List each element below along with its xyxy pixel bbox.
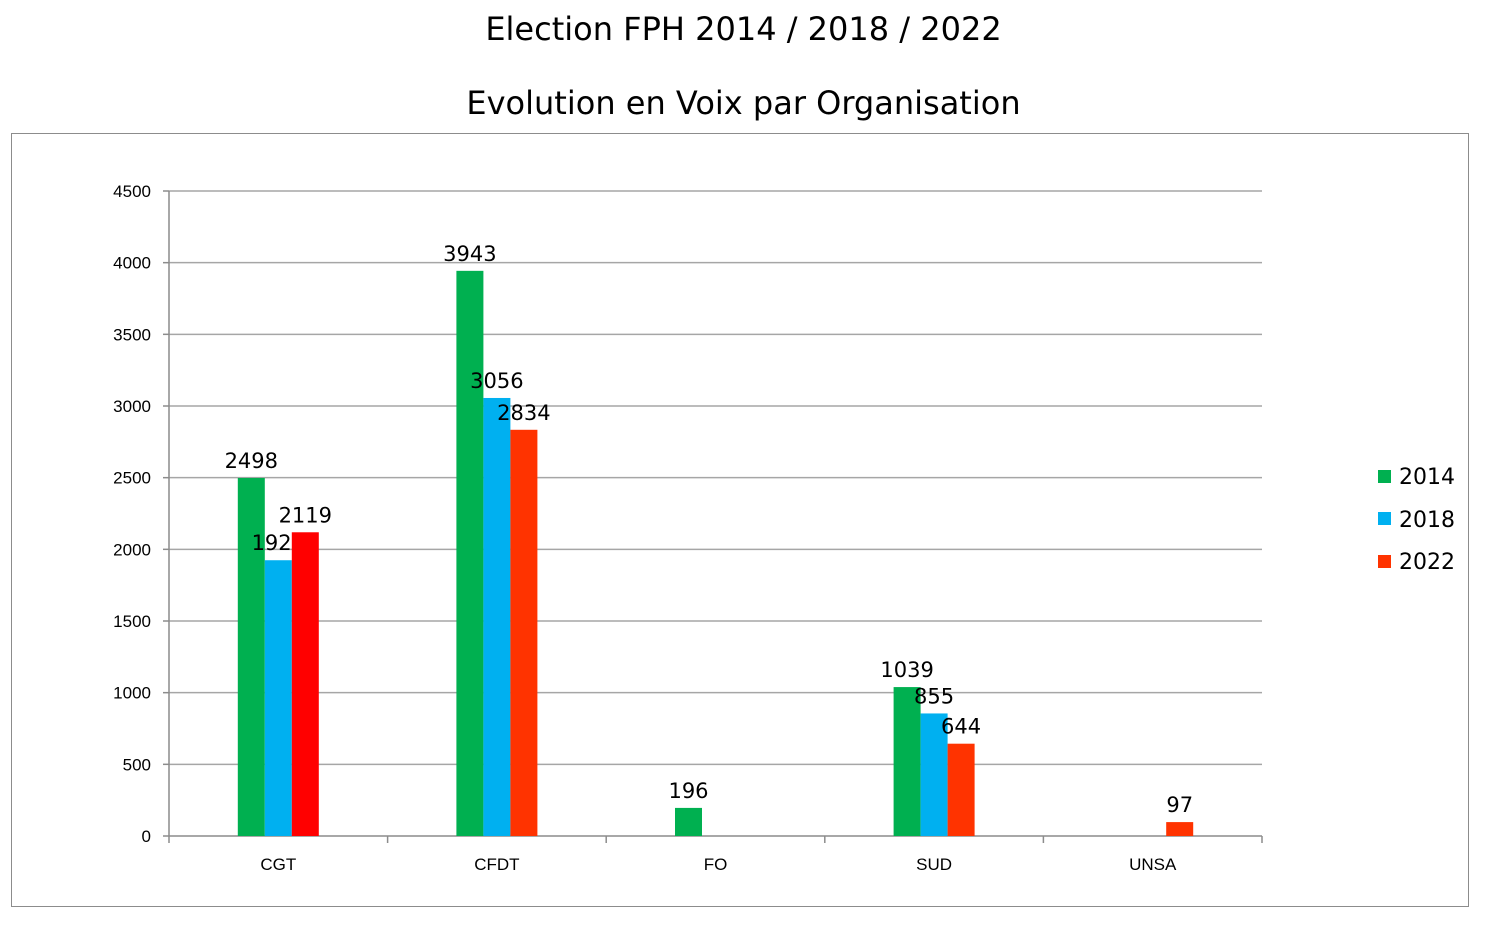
y-tick-label: 4500: [113, 182, 151, 201]
bar-sud-2018: [920, 713, 948, 836]
legend-swatch: [1378, 554, 1391, 568]
bar-cgt-2022: [291, 532, 319, 836]
legend-item-2018: 2018: [1378, 508, 1455, 533]
y-tick-label: 4000: [113, 254, 151, 273]
data-label: 196: [668, 779, 708, 803]
bar-cfdt-2018: [483, 397, 511, 836]
y-tick-label: 0: [142, 827, 151, 846]
bar-fo-2014: [675, 807, 702, 836]
x-tick-label: FO: [704, 855, 728, 874]
y-tick-label: 1000: [113, 684, 151, 703]
data-label: 2834: [497, 401, 550, 425]
legend-label: 2018: [1399, 507, 1455, 533]
bar-cfdt-2022: [510, 429, 538, 836]
legend-item-2022: 2022: [1378, 550, 1455, 575]
bar-sud-2014: [893, 687, 921, 836]
y-tick-label: 2000: [113, 540, 151, 559]
legend-swatch: [1378, 512, 1391, 525]
data-label: 644: [941, 715, 981, 739]
data-label: 2498: [225, 449, 278, 473]
bar-cgt-2018: [264, 560, 292, 836]
data-label: 3056: [470, 369, 523, 393]
y-tick-label: 2500: [113, 469, 151, 488]
y-tick-label: 3500: [113, 325, 151, 344]
y-tick-label: 500: [123, 755, 151, 774]
bar-sud-2022: [947, 743, 975, 836]
chart-title: Election FPH 2014 / 2018 / 2022: [485, 10, 1002, 48]
y-tick-label: 3000: [113, 397, 151, 416]
data-label: 1039: [880, 658, 933, 682]
legend-swatch: [1378, 469, 1391, 483]
legend-label: 2022: [1399, 550, 1455, 575]
data-label: 2119: [279, 503, 332, 527]
x-tick-label: SUD: [916, 855, 952, 874]
x-tick-label: CGT: [260, 855, 296, 874]
bar-cfdt-2014: [456, 270, 484, 836]
data-label: 97: [1166, 793, 1193, 817]
chart-subtitle: Evolution en Voix par Organisation: [466, 84, 1021, 122]
chart-frame: [11, 133, 1469, 907]
x-tick-label: CFDT: [474, 855, 519, 874]
bar-unsa-2022: [1166, 822, 1194, 836]
bar-cgt-2014: [237, 477, 265, 836]
x-tick-label: UNSA: [1129, 855, 1177, 874]
legend-label: 2014: [1399, 465, 1455, 490]
data-label: 3943: [443, 242, 496, 266]
data-label: 855: [914, 684, 954, 708]
y-tick-label: 1500: [113, 612, 151, 631]
legend-item-2014: 2014: [1378, 465, 1455, 490]
